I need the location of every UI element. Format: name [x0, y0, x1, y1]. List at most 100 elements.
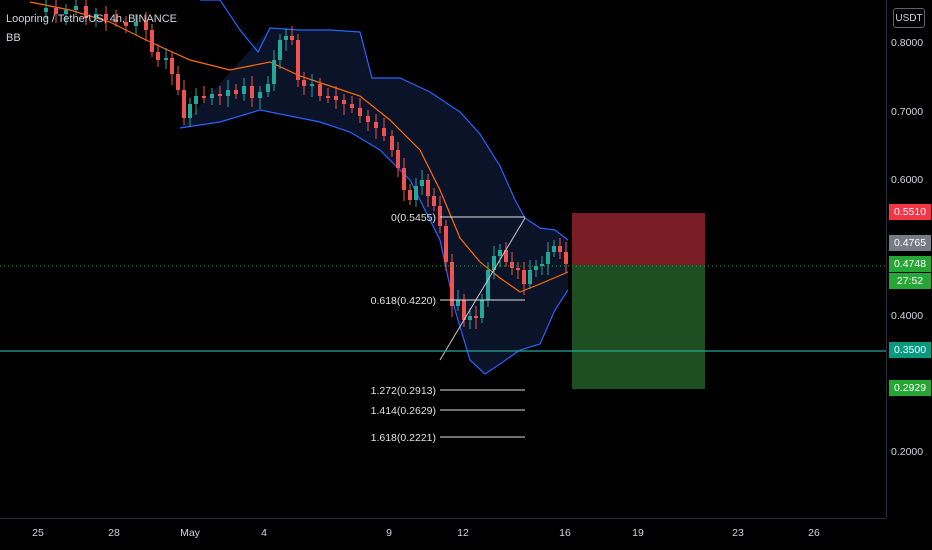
candle-body — [104, 14, 108, 20]
candle-body — [510, 262, 514, 268]
price-scale[interactable]: USDT 0.8000 0.7000 0.6000 0.4000 0.2000 … — [886, 0, 932, 518]
candle-body — [546, 252, 550, 264]
candle-body — [474, 316, 478, 318]
time-tick: 23 — [732, 527, 744, 539]
candle-body — [176, 74, 180, 90]
candle-body — [182, 90, 186, 118]
candle-body — [374, 122, 378, 128]
candle-body — [334, 96, 338, 100]
fib-level-label: 0(0.5455) — [391, 212, 436, 224]
fibonacci-extension: 0(0.5455) 0.618(0.4220) 1.272(0.2913) 1.414… — [371, 212, 526, 444]
candle-body — [284, 36, 288, 40]
candle-body — [164, 58, 168, 60]
bollinger-band-fill — [180, 28, 568, 374]
candle-body — [420, 180, 424, 186]
candle-body — [54, 8, 58, 14]
fib-level-label: 1.414(0.2629) — [371, 405, 436, 417]
price-tick: 0.8000 — [891, 37, 924, 49]
candle-body — [296, 40, 300, 80]
candle-body — [350, 104, 354, 108]
time-scale[interactable]: 25 28 May 4 9 12 16 19 23 26 — [0, 518, 886, 550]
bar-countdown-badge: 27:52 — [889, 273, 931, 289]
candle-body — [558, 246, 562, 252]
candle-body — [258, 92, 262, 98]
price-tick: 0.2000 — [891, 446, 924, 458]
candle-body — [202, 96, 206, 98]
chart-header: Loopring / TetherUS, 4h, BINANCE BB — [6, 12, 177, 45]
candle-body — [272, 60, 276, 84]
candle-body — [114, 20, 118, 22]
candle-body — [498, 250, 502, 256]
currency-unit-button[interactable]: USDT — [893, 8, 925, 28]
candle-body — [444, 226, 448, 262]
current-price-badge: 0.4748 — [889, 256, 931, 272]
candle-body — [522, 270, 526, 284]
candle-body — [486, 270, 490, 300]
fib-trend-line — [439, 217, 526, 361]
fib-level-label: 0.618(0.4220) — [371, 295, 436, 307]
candle-body — [170, 58, 174, 74]
candle-body — [144, 22, 148, 30]
stop-price-badge: 0.5510 — [889, 204, 931, 220]
candle-body — [226, 90, 230, 96]
candle-body — [492, 256, 496, 270]
candle-body — [396, 150, 400, 168]
candle-body — [94, 14, 98, 18]
candle-body — [456, 300, 460, 306]
horizontal-line-badge: 0.3500 — [889, 342, 931, 358]
candle-body — [194, 96, 198, 104]
candle-body — [408, 190, 412, 200]
candle-body — [564, 252, 568, 264]
candle-body — [124, 22, 128, 26]
time-tick: 19 — [632, 527, 644, 539]
candle-body — [310, 84, 314, 86]
time-tick: 25 — [32, 527, 44, 539]
candle-body — [218, 94, 222, 96]
candle-body — [188, 104, 192, 118]
candle-body — [242, 86, 246, 94]
price-tick: 0.6000 — [891, 174, 924, 186]
candle-body — [318, 84, 322, 96]
candle-body — [438, 206, 442, 226]
bollinger-lower-band — [179, 109, 569, 375]
candle-body — [528, 270, 532, 284]
stop-loss-zone — [572, 213, 705, 265]
fib-level-label: 1.272(0.2913) — [371, 385, 436, 397]
candle-body — [44, 8, 48, 12]
candle-body — [150, 30, 154, 52]
candle-body — [480, 300, 484, 318]
candle-body — [64, 10, 68, 14]
last-close-badge: 0.4765 — [889, 235, 931, 251]
candle-body — [534, 266, 538, 270]
horizontal-lines — [0, 265, 886, 352]
candle-body — [450, 262, 454, 306]
candle-body — [156, 52, 160, 60]
candle-body — [552, 246, 556, 252]
candle-body — [84, 6, 88, 18]
candle-body — [134, 22, 138, 26]
candle-body — [540, 264, 544, 266]
time-tick: 16 — [559, 527, 571, 539]
bollinger-fill — [180, 28, 568, 374]
chart-area[interactable]: 0(0.5455) 0.618(0.4220) 1.272(0.2913) 1.414… — [0, 0, 886, 518]
candlesticks — [44, 0, 568, 329]
candle-body — [414, 186, 418, 200]
symbol-title[interactable]: Loopring / TetherUS, 4h, BINANCE — [6, 13, 177, 25]
time-tick: 4 — [261, 527, 267, 539]
candle-body — [250, 86, 254, 98]
candle-body — [302, 80, 306, 86]
time-tick: May — [180, 527, 200, 539]
indicator-label[interactable]: BB — [6, 32, 21, 44]
take-profit-zone — [572, 265, 705, 389]
candle-body — [210, 94, 214, 98]
target-price-badge: 0.2929 — [889, 380, 931, 396]
candle-body — [516, 268, 520, 270]
candle-body — [468, 316, 472, 320]
candle-body — [74, 6, 78, 10]
candle-body — [290, 36, 294, 40]
price-chart[interactable]: 0(0.5455) 0.618(0.4220) 1.272(0.2913) 1.414… — [0, 0, 886, 518]
fib-level-label: 1.618(0.2221) — [371, 432, 436, 444]
long-position-tool — [572, 213, 705, 389]
candle-body — [382, 128, 386, 136]
candle-body — [342, 100, 346, 104]
